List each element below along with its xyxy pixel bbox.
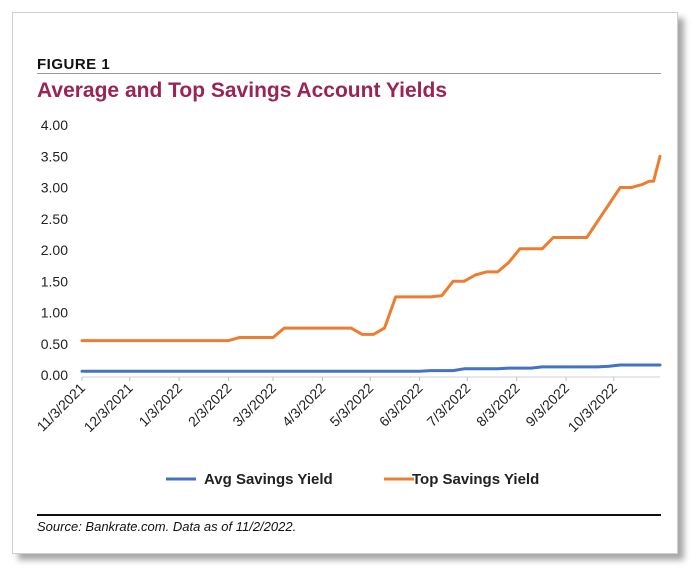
x-tick-label: 5/3/2022 [326,380,376,430]
x-tick-label: 10/3/2022 [565,380,621,436]
x-tick-label: 4/3/2022 [279,380,329,430]
y-tick-label: 2.50 [41,211,68,227]
x-tick-label: 8/3/2022 [473,380,523,430]
source-note: Source: Bankrate.com. Data as of 11/2/20… [37,519,297,534]
bottom-rule [37,514,661,516]
y-tick-label: 0.50 [41,336,68,352]
y-tick-label: 4.00 [41,117,68,133]
x-tick-label: 7/3/2022 [424,380,474,430]
y-tick-label: 3.50 [41,148,68,164]
legend-label: Top Savings Yield [412,471,539,488]
y-axis-ticks: 0.00 0.50 1.00 1.50 2.00 2.50 3.00 3.50 4.00 [41,117,68,383]
top-savings-yield-line [80,154,662,343]
x-tick-label: 6/3/2022 [376,380,426,430]
top-rule [37,73,661,74]
y-tick-label: 2.00 [41,242,68,258]
x-tick-label: 12/3/2021 [81,380,137,436]
y-tick-label: 3.00 [41,180,68,196]
x-tick-label: 2/3/2022 [185,380,235,430]
legend-label: Avg Savings Yield [204,471,333,488]
y-tick-label: 1.50 [41,273,68,289]
x-tick-label: 1/3/2022 [135,380,185,430]
y-tick-label: 1.00 [41,305,68,321]
series-layer [80,154,662,373]
x-tick-label: 11/3/2021 [33,380,88,435]
chart-title: Average and Top Savings Account Yields [37,79,447,102]
x-tick-label: 3/3/2022 [229,380,279,430]
legend: Avg Savings Yield Top Savings Yield [166,471,539,488]
figure-label: FIGURE 1 [37,56,111,73]
y-tick-label: 0.00 [41,367,68,383]
avg-savings-yield-line [80,363,662,373]
figure-card [12,12,678,554]
x-tick-label: 9/3/2022 [522,380,572,430]
